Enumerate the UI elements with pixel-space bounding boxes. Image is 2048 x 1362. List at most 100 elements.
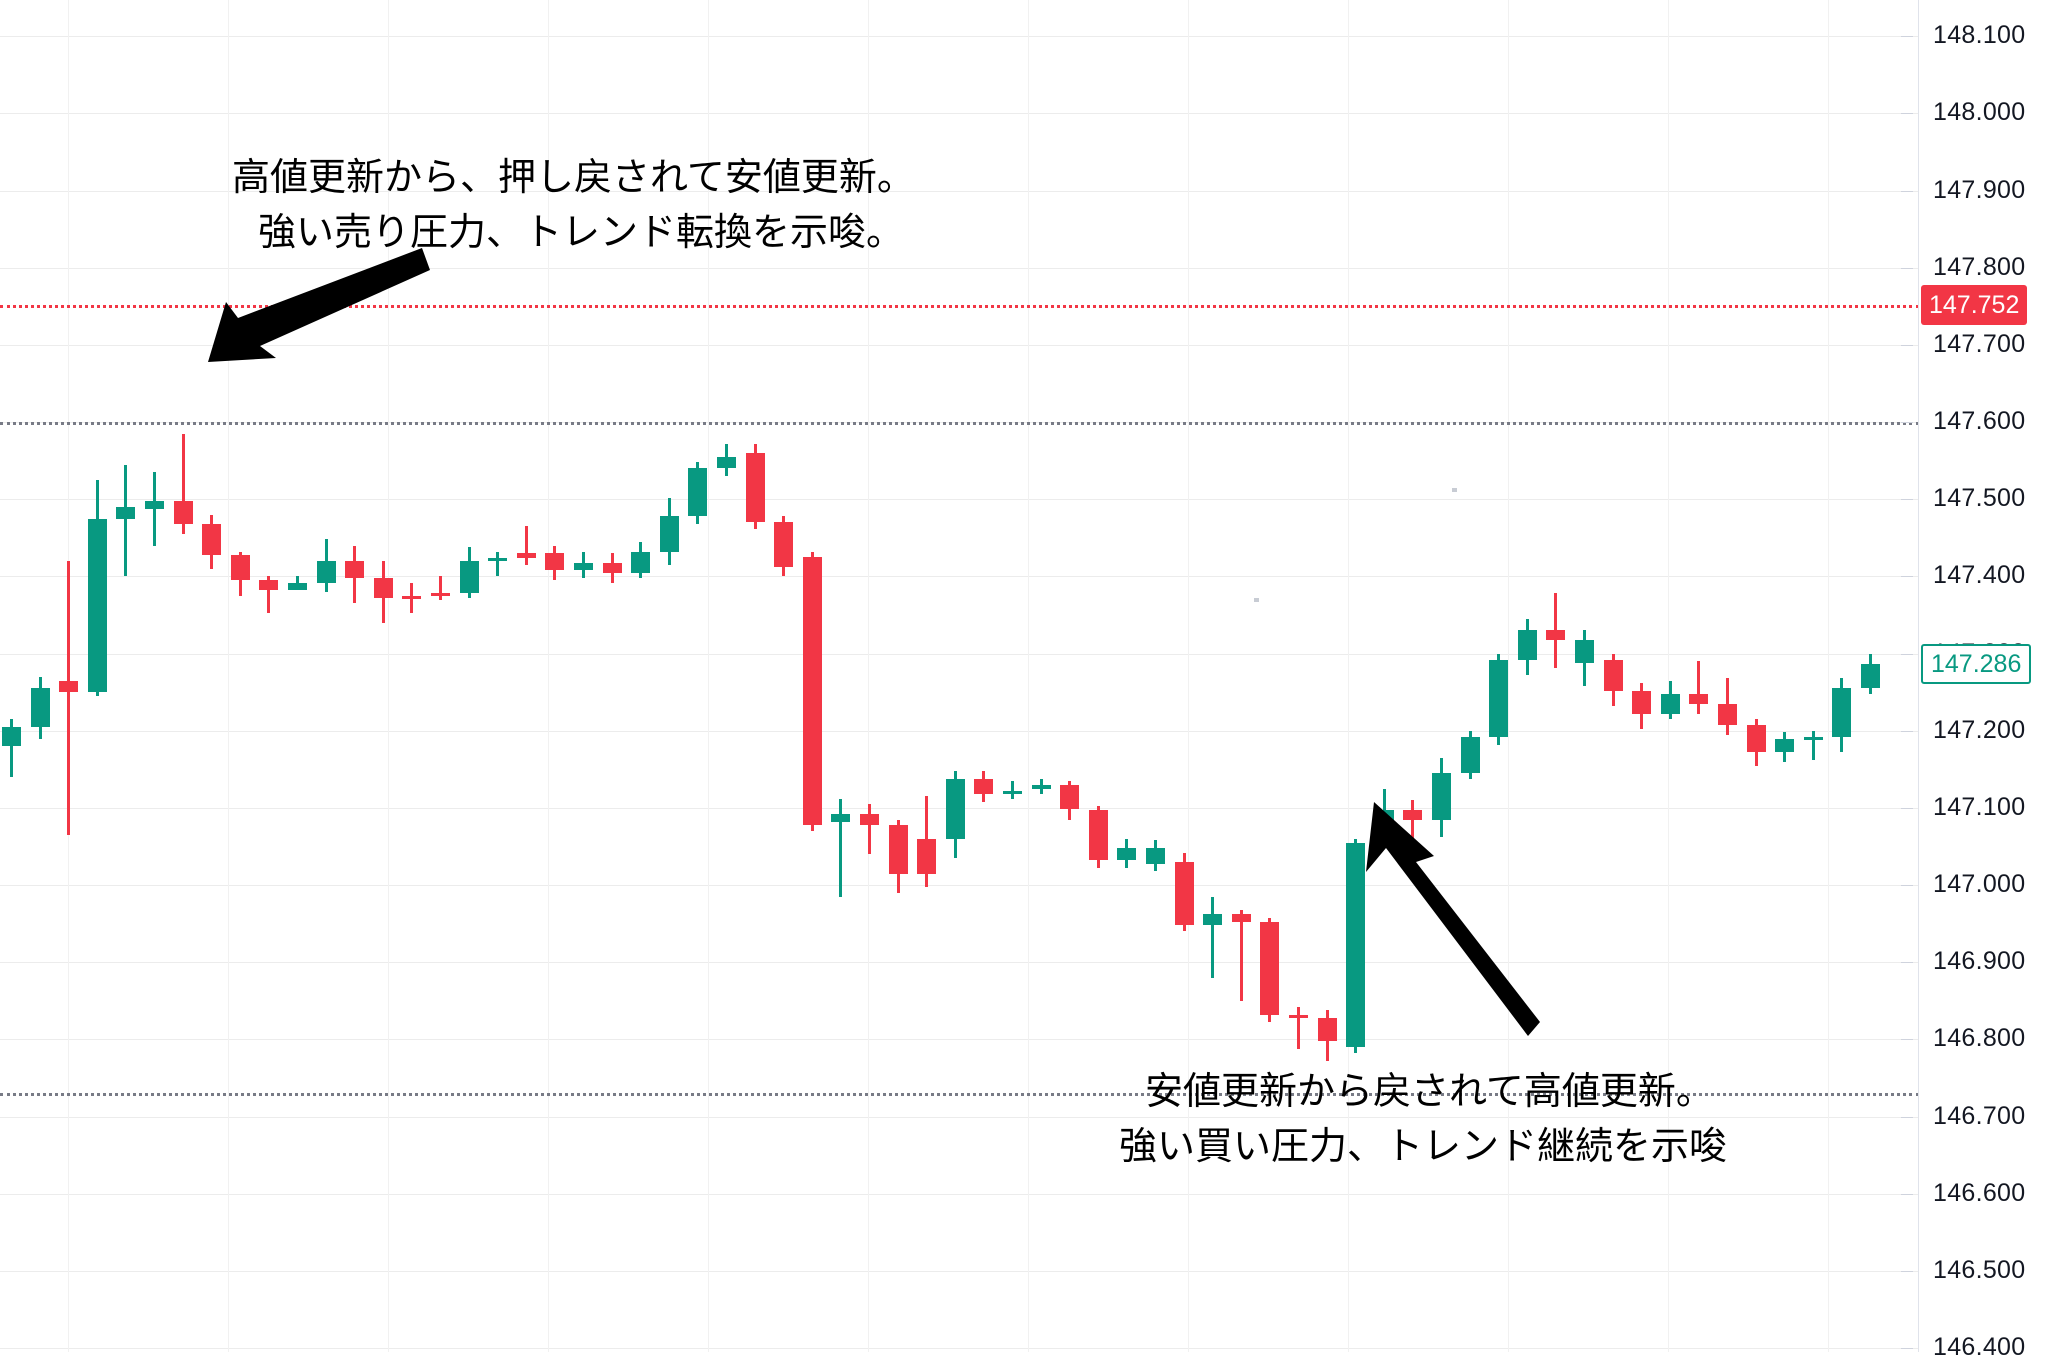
price-axis-tick: 147.800 (1901, 253, 2048, 282)
alert-price-badge[interactable]: 147.752 (1921, 284, 2028, 325)
candlestick (1317, 0, 1337, 1352)
candle-body (459, 561, 479, 594)
candle-body (1775, 738, 1795, 753)
price-axis-tick-dash (1901, 422, 1913, 424)
candlestick (373, 0, 393, 1352)
candlestick (1546, 0, 1566, 1352)
candle-body (87, 518, 107, 693)
gridline-vertical (548, 0, 549, 1352)
candle-body (173, 500, 193, 524)
price-level-line[interactable] (0, 422, 1919, 426)
candlestick (1432, 0, 1451, 1352)
candlestick (1289, 0, 1308, 1352)
candlestick (688, 0, 708, 1352)
price-axis-tick-dash (1901, 962, 1913, 964)
price-axis-tick: 147.500 (1901, 484, 2048, 513)
candlestick (288, 0, 307, 1352)
candle-wick (496, 551, 500, 577)
price-axis-tick-dash (1901, 885, 1913, 887)
candlestick (402, 0, 422, 1352)
price-axis-tick-dash (1901, 807, 1913, 809)
gridline-horizontal (0, 962, 1919, 964)
candle-body (1718, 703, 1737, 725)
annotation-top-line1: 高値更新から、押し戻されて安値更新。 (232, 155, 915, 199)
price-axis-tick-dash (1901, 1039, 1913, 1041)
candlestick (717, 0, 736, 1352)
price-axis-tick: 147.900 (1901, 176, 2048, 205)
plot-area[interactable]: 高値更新から、押し戻されて安値更新。 強い売り圧力、トレンド転換を示唆。 安値更… (0, 0, 1919, 1352)
gridline-horizontal (0, 653, 1919, 655)
gridline-vertical (1828, 0, 1829, 1352)
current-price-badge[interactable]: 147.286 (1921, 644, 2032, 685)
candle-body (1575, 639, 1594, 663)
candle-wick (124, 464, 128, 577)
candlestick (30, 0, 50, 1352)
annotation-bottom-line2: 強い買い圧力、トレンド継続を示唆 (1119, 1124, 1728, 1169)
candle-body (1746, 724, 1766, 753)
candle-body (402, 595, 422, 599)
candlestick (87, 0, 107, 1352)
candle-body (1060, 784, 1080, 810)
candlestick (574, 0, 593, 1352)
candle-body (945, 778, 965, 839)
price-axis-tick: 147.200 (1901, 716, 2048, 745)
gridline-horizontal (0, 1116, 1919, 1118)
candle-body (1203, 914, 1223, 926)
price-axis-tick: 148.100 (1901, 21, 2048, 50)
price-axis-tick-dash (1901, 36, 1913, 38)
candlestick (145, 0, 164, 1352)
candlestick (1203, 0, 1223, 1352)
price-axis-tick: 146.600 (1901, 1179, 2048, 1208)
annotation-bottom-line1: 安値更新から戻されて高値更新。 (1145, 1069, 1714, 1113)
candlestick (631, 0, 651, 1352)
gridline-vertical (1188, 0, 1189, 1352)
gridline-vertical (708, 0, 709, 1352)
candlestick (1088, 0, 1108, 1352)
price-level-line[interactable] (0, 1093, 1919, 1097)
candle-wick (1697, 661, 1701, 714)
gridline-horizontal (0, 267, 1919, 269)
gridline-horizontal (0, 344, 1919, 346)
candle-body (145, 500, 164, 509)
candle-body (1346, 842, 1366, 1048)
candlestick (1775, 0, 1795, 1352)
price-axis-tick-dash (1901, 653, 1913, 655)
candlestick (945, 0, 965, 1352)
gridline-vertical (1508, 0, 1509, 1352)
gridline-vertical (228, 0, 229, 1352)
annotation-top: 高値更新から、押し戻されて安値更新。 強い売り圧力、トレンド転換を示唆。 (232, 150, 915, 260)
price-axis-tick-dash (1901, 344, 1913, 346)
candle-body (1403, 809, 1423, 820)
candlestick (1403, 0, 1423, 1352)
price-axis-tick-dash (1901, 730, 1913, 732)
candlestick (1718, 0, 1737, 1352)
candle-body (574, 562, 593, 571)
candle-body (59, 680, 79, 693)
candle-body (1803, 736, 1823, 740)
candlestick (1174, 0, 1194, 1352)
candlestick (230, 0, 250, 1352)
candle-body (1832, 688, 1852, 737)
candlestick (659, 0, 679, 1352)
candle-body (1088, 809, 1108, 861)
candlestick (1460, 0, 1480, 1352)
price-axis-tick: 146.500 (1901, 1256, 2048, 1285)
candle-wick (1211, 896, 1215, 978)
candle-body (974, 778, 994, 795)
candle-body (1460, 736, 1480, 774)
gridline-horizontal (0, 190, 1919, 192)
candle-body (717, 456, 736, 469)
price-axis[interactable]: 148.100 148.000 147.900 147.800 147.700 147.6… (1901, 0, 2048, 1361)
candlestick (116, 0, 136, 1352)
candle-wick (839, 798, 843, 897)
gridline-horizontal (0, 1348, 1919, 1350)
candlestick (831, 0, 851, 1352)
price-axis-tick-dash (1901, 1348, 1913, 1350)
candle-body (1432, 773, 1451, 820)
candlestick (974, 0, 994, 1352)
price-level-line[interactable] (0, 304, 1919, 308)
arrow-down-left-icon (208, 248, 430, 362)
candle-wick (267, 576, 271, 614)
candle-wick (1011, 780, 1014, 799)
gridline-vertical (1668, 0, 1669, 1352)
